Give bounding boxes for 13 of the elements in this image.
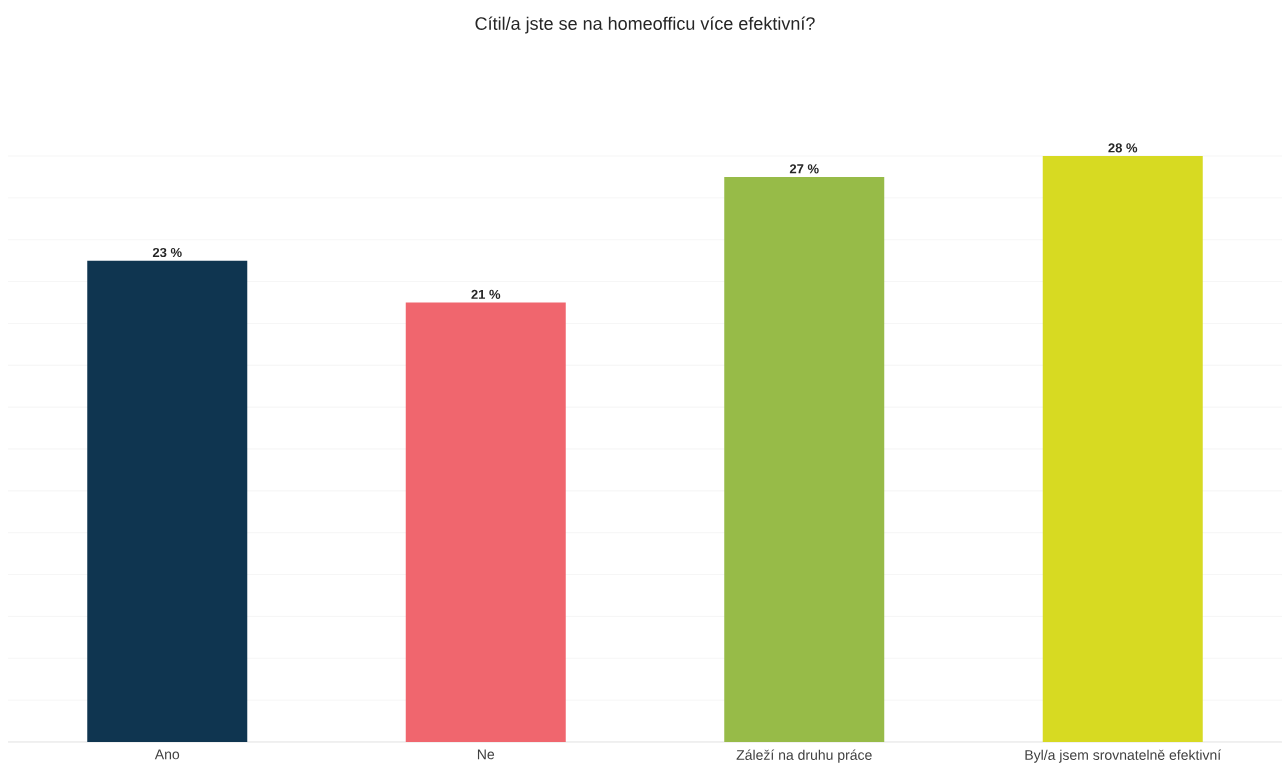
bar (1042, 156, 1203, 742)
x-tick-label: Ne (477, 749, 495, 760)
x-tick-label: Ano (154, 749, 180, 760)
data-label: 21 % (471, 289, 501, 299)
x-tick-label: Záleží na druhu práce (736, 749, 872, 763)
bar (724, 176, 885, 742)
bar (405, 302, 566, 742)
bar (87, 260, 248, 742)
data-label: 23 % (152, 247, 182, 258)
data-label: 27 % (789, 164, 819, 174)
x-tick-label: Byl/a jsem srovnatelně efektivní (1025, 749, 1222, 763)
chart-title: Cítil/a jste se na homeofficu více efektivní? (475, 16, 815, 34)
data-label: 28 % (1108, 143, 1138, 153)
